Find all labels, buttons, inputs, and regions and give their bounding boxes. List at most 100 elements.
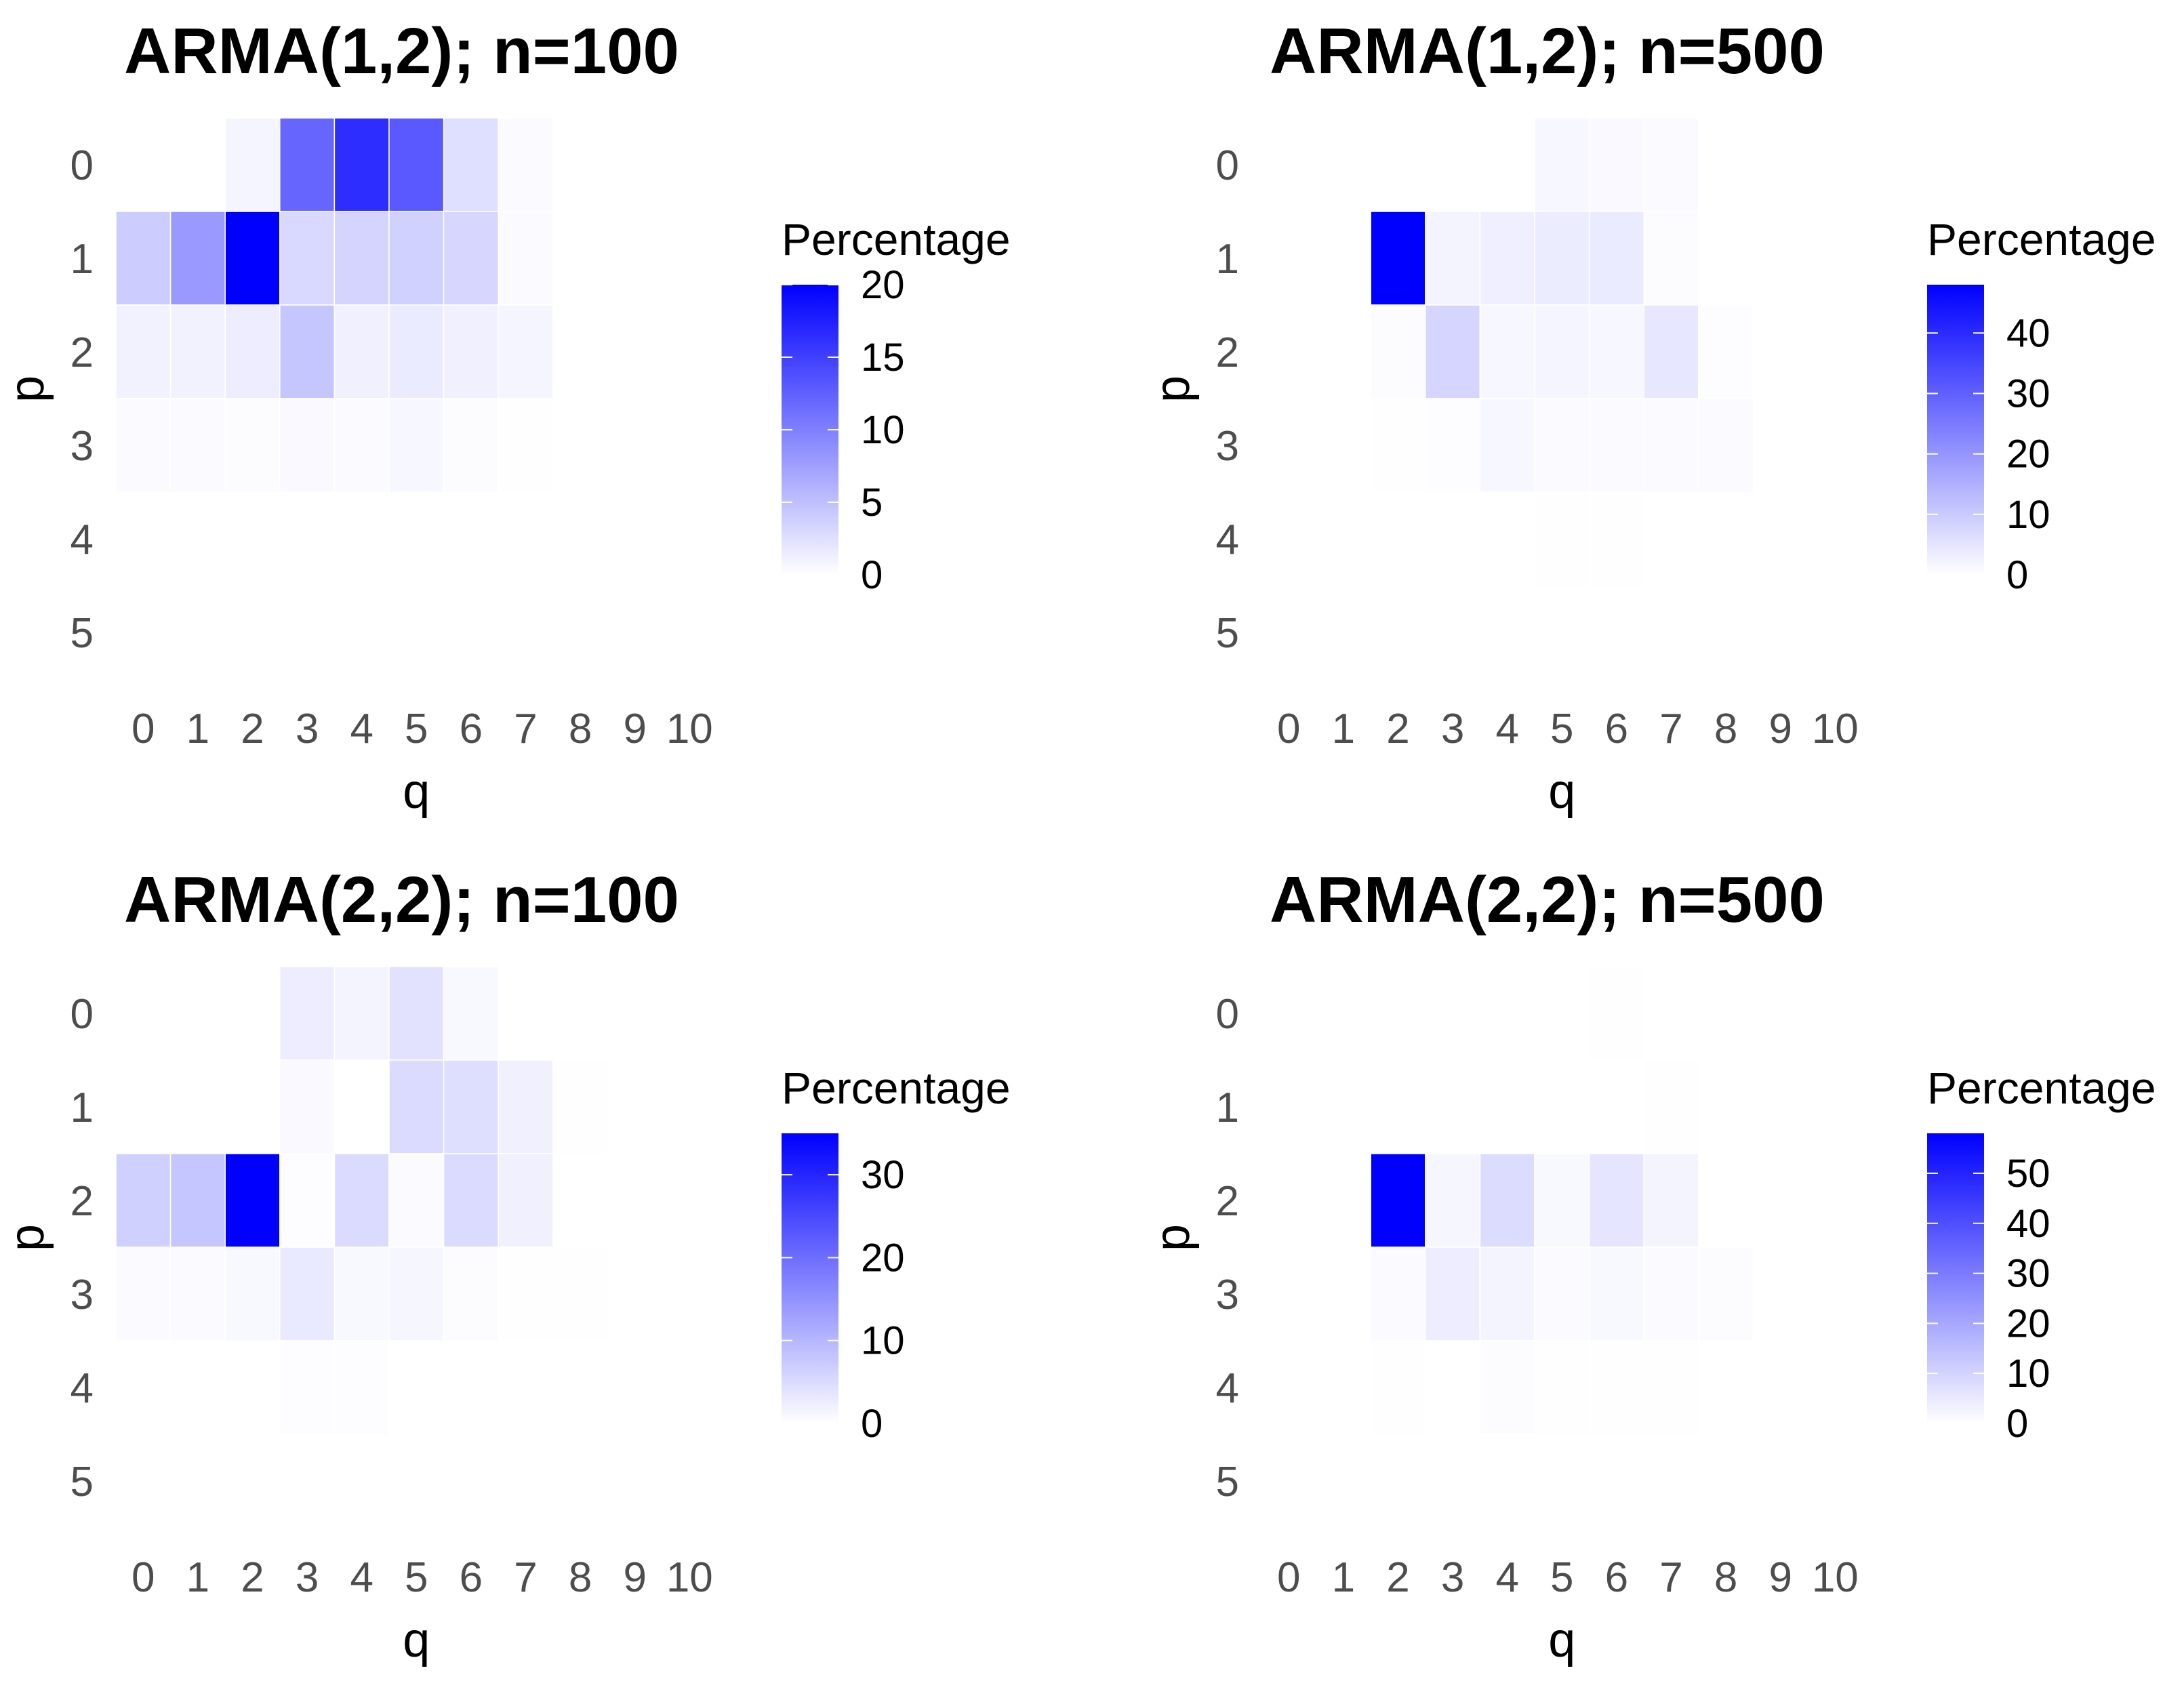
heatmap-cell xyxy=(169,1247,226,1341)
heatmap-cell xyxy=(224,398,281,493)
y-tick-label: 0 xyxy=(70,991,94,1038)
x-tick-label: 1 xyxy=(1332,1554,1355,1601)
heatmap-cell xyxy=(333,117,390,212)
heatmap-cells xyxy=(1370,966,1754,1435)
y-tick-label: 2 xyxy=(1216,329,1239,376)
legend-title: Percentage xyxy=(1927,214,2156,264)
y-axis-label: p xyxy=(0,376,54,403)
x-tick-label: 6 xyxy=(1605,1554,1628,1601)
x-tick-label: 8 xyxy=(569,706,592,752)
legend-colorbar xyxy=(1927,285,1984,575)
x-tick-label: 3 xyxy=(1441,706,1464,752)
panel-title: ARMA(1,2); n=500 xyxy=(1270,15,1825,87)
y-tick-label: 5 xyxy=(70,610,94,657)
y-tick-label: 5 xyxy=(1216,610,1239,657)
heatmap-cell xyxy=(443,1059,499,1154)
heatmap-cell xyxy=(1425,398,1481,493)
heatmap-cell xyxy=(1425,1247,1481,1341)
legend-tick-label: 15 xyxy=(861,336,905,380)
heatmap-cell xyxy=(1588,1247,1644,1341)
heatmap-cell xyxy=(1698,398,1754,493)
heatmap-cell xyxy=(443,211,499,306)
heatmap-cell xyxy=(279,1059,336,1154)
heatmap-cell xyxy=(498,398,554,493)
x-tick-label: 7 xyxy=(1659,706,1682,752)
y-tick-label: 4 xyxy=(1216,1365,1239,1412)
heatmap-cell xyxy=(1643,1247,1699,1341)
heatmap-cell xyxy=(1698,304,1754,399)
heatmap-cell xyxy=(279,1340,336,1435)
x-tick-label: 4 xyxy=(350,1554,373,1601)
y-tick-label: 0 xyxy=(1216,991,1239,1038)
y-tick-label: 1 xyxy=(70,236,94,283)
heatmap-cell xyxy=(115,211,171,306)
heatmap-cell xyxy=(333,966,390,1061)
heatmap-cell xyxy=(1643,117,1699,212)
heatmap-cell xyxy=(1425,1153,1481,1248)
heatmap-cell xyxy=(279,1153,336,1248)
heatmap-cell xyxy=(498,211,554,306)
heatmap-cell xyxy=(115,1153,171,1248)
legend-colorbar xyxy=(1927,1133,1984,1423)
x-tick-label: 2 xyxy=(241,1554,264,1601)
heatmap-cell xyxy=(169,398,226,493)
heatmap-cell xyxy=(1534,1153,1590,1248)
legend-title: Percentage xyxy=(782,1063,1011,1113)
heatmap-cell xyxy=(1370,211,1426,306)
legend-tick-label: 20 xyxy=(861,263,905,307)
x-tick-label: 5 xyxy=(1550,1554,1573,1601)
x-axis-label: q xyxy=(1548,765,1575,819)
heatmap-cell xyxy=(333,398,390,493)
x-tick-label: 8 xyxy=(1714,706,1737,752)
x-tick-label: 1 xyxy=(186,1554,209,1601)
heatmap-cell xyxy=(498,1153,554,1248)
heatmap-cell xyxy=(1588,1153,1644,1248)
heatmap-cell xyxy=(1370,1153,1426,1248)
legend-tick-label: 0 xyxy=(2006,1402,2028,1446)
heatmap-cell xyxy=(1534,1340,1590,1435)
heatmap-cell xyxy=(443,966,499,1061)
color-legend: Percentage 0 10 20 30 40 xyxy=(1927,214,2156,597)
heatmap-cell xyxy=(1643,304,1699,399)
legend-colorbar xyxy=(782,1133,838,1423)
heatmap-cell xyxy=(1698,1247,1754,1341)
panel-title: ARMA(2,2); n=100 xyxy=(124,864,679,936)
legend-tick-label: 40 xyxy=(2006,311,2050,355)
heatmap-cell xyxy=(333,1247,390,1341)
heatmap-cell xyxy=(1588,117,1644,212)
heatmap-cell xyxy=(1588,1340,1644,1435)
heatmap-cell xyxy=(1534,491,1590,586)
color-legend: Percentage 0 5 10 15 20 xyxy=(782,214,1011,597)
y-tick-label: 3 xyxy=(70,423,94,470)
heatmap-cell xyxy=(443,117,499,212)
heatmap-cell xyxy=(1643,1153,1699,1248)
heatmap-cell xyxy=(1643,1059,1699,1154)
legend-tick-label: 20 xyxy=(861,1236,905,1280)
x-tick-label: 7 xyxy=(514,706,537,752)
heatmap-cells xyxy=(115,117,554,493)
x-tick-label: 9 xyxy=(1768,1554,1792,1601)
heatmap-cell xyxy=(388,966,445,1061)
heatmap-cell xyxy=(388,1153,445,1248)
x-tick-label: 3 xyxy=(296,706,319,752)
panel-title: ARMA(1,2); n=100 xyxy=(124,15,679,87)
y-tick-label: 1 xyxy=(70,1085,94,1131)
x-tick-label: 4 xyxy=(350,706,373,752)
y-tick-label: 4 xyxy=(70,1365,94,1412)
legend-tick-label: 10 xyxy=(861,1319,905,1363)
x-tick-label: 2 xyxy=(241,706,264,752)
heatmap-cell xyxy=(388,1059,445,1154)
heatmap-cell xyxy=(443,1247,499,1341)
x-axis-label: q xyxy=(1548,1613,1575,1667)
x-tick-label: 3 xyxy=(1441,1554,1464,1601)
legend-tick-label: 30 xyxy=(2006,1252,2050,1296)
heatmap-cell xyxy=(1588,398,1644,493)
x-tick-label: 0 xyxy=(132,1554,155,1601)
x-tick-label: 10 xyxy=(666,1554,713,1601)
legend-tick-label: 40 xyxy=(2006,1202,2050,1246)
x-axis-label: q xyxy=(403,765,430,819)
heatmap-cells xyxy=(115,966,609,1435)
